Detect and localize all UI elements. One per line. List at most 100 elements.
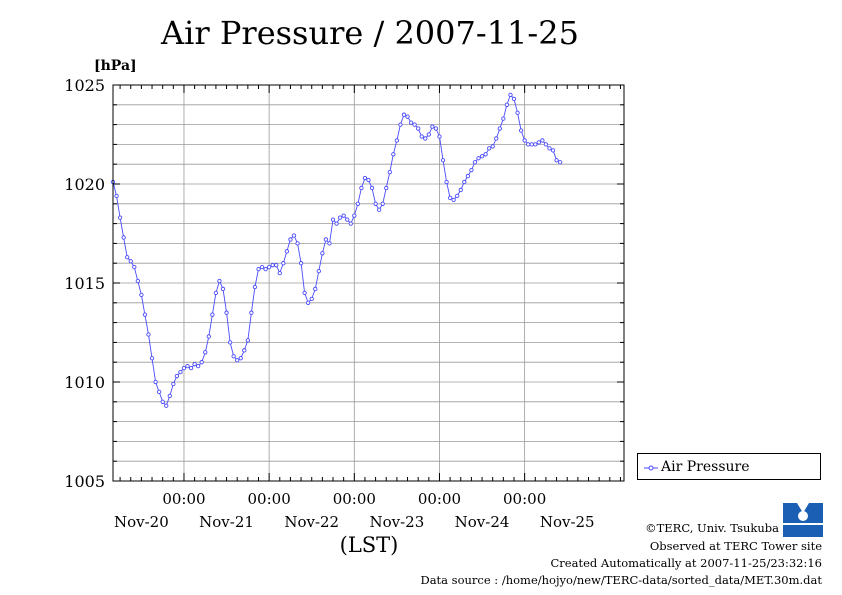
data-point bbox=[369, 185, 375, 191]
data-point bbox=[447, 195, 453, 201]
data-point bbox=[196, 364, 201, 369]
data-point bbox=[522, 138, 527, 143]
terc-logo-icon bbox=[783, 503, 823, 537]
data-point bbox=[203, 350, 208, 355]
data-point bbox=[430, 124, 435, 129]
data-point bbox=[337, 215, 343, 220]
series-line bbox=[112, 94, 561, 407]
data-point bbox=[174, 373, 180, 379]
data-point bbox=[455, 193, 460, 199]
data-point bbox=[213, 290, 219, 296]
data-point bbox=[128, 259, 133, 264]
x-tick-label: 00:00 bbox=[503, 490, 546, 508]
data-point bbox=[451, 197, 456, 202]
data-point bbox=[330, 217, 336, 222]
y-tick-label: 1005 bbox=[64, 472, 105, 491]
data-point bbox=[121, 235, 126, 240]
day-label: Nov-21 bbox=[199, 513, 254, 531]
data-point bbox=[149, 356, 155, 361]
data-point bbox=[345, 217, 350, 222]
data-point bbox=[242, 348, 247, 353]
data-point bbox=[135, 278, 140, 284]
data-point bbox=[444, 179, 449, 185]
data-point bbox=[266, 265, 272, 270]
data-point bbox=[235, 358, 240, 363]
data-point bbox=[437, 134, 442, 139]
legend-label: Air Pressure bbox=[661, 459, 750, 475]
data-point bbox=[391, 152, 396, 157]
data-point bbox=[199, 360, 204, 365]
data-point bbox=[504, 102, 510, 107]
data-point bbox=[540, 138, 545, 143]
data-point bbox=[227, 340, 233, 345]
data-point bbox=[171, 381, 176, 387]
data-point bbox=[323, 237, 329, 242]
data-point bbox=[366, 177, 371, 183]
data-point bbox=[224, 310, 229, 315]
data-point bbox=[156, 389, 162, 395]
data-point bbox=[181, 365, 187, 371]
data-point bbox=[245, 338, 250, 343]
data-point bbox=[557, 160, 563, 165]
axes: 1005 1010 1015 1020 1025 00:00 00:00 00:00 00:00… bbox=[64, 58, 625, 557]
data-point bbox=[526, 142, 531, 147]
data-point bbox=[359, 185, 364, 191]
y-tick-label: 1010 bbox=[64, 373, 105, 392]
data-point bbox=[458, 187, 463, 193]
x-tick-label: 00:00 bbox=[333, 490, 376, 508]
data-point bbox=[469, 167, 474, 173]
data-point bbox=[433, 126, 439, 131]
data-point bbox=[277, 270, 282, 276]
legend: Air Pressure bbox=[637, 453, 821, 480]
data-point bbox=[320, 251, 325, 256]
data-point bbox=[249, 310, 254, 315]
data-point bbox=[288, 237, 293, 242]
data-point bbox=[355, 201, 361, 206]
footer-observed: Observed at TERC Tower site bbox=[649, 539, 822, 553]
data-point bbox=[238, 356, 243, 361]
x-tick-label: 00:00 bbox=[162, 490, 205, 508]
data-point bbox=[497, 126, 502, 131]
data-point bbox=[313, 286, 318, 292]
data-point bbox=[291, 233, 297, 238]
data-point bbox=[114, 193, 119, 199]
data-point bbox=[309, 296, 314, 301]
data-point bbox=[274, 263, 279, 268]
data-point bbox=[217, 278, 222, 284]
grid bbox=[113, 85, 624, 481]
data-point bbox=[536, 140, 541, 145]
data-point bbox=[487, 146, 492, 151]
data-point bbox=[511, 96, 517, 102]
y-axis-label: [hPa] bbox=[94, 58, 137, 74]
data-point bbox=[220, 286, 226, 292]
data-point bbox=[490, 144, 495, 149]
data-point bbox=[352, 213, 357, 218]
data-point bbox=[394, 138, 400, 143]
footer-source: Data source : /home/hojyo/new/TERC-data/… bbox=[420, 573, 822, 587]
data-point bbox=[380, 201, 385, 206]
x-tick-label: 00:00 bbox=[248, 490, 291, 508]
data-point bbox=[142, 312, 148, 317]
y-tick-label: 1020 bbox=[64, 175, 105, 194]
data-point bbox=[550, 148, 556, 153]
y-tick-label: 1015 bbox=[64, 274, 105, 293]
data-point bbox=[494, 136, 499, 141]
data-point bbox=[554, 158, 559, 163]
data-point bbox=[479, 154, 485, 159]
data-point bbox=[401, 112, 407, 117]
data-point bbox=[543, 142, 549, 147]
data-point bbox=[139, 292, 144, 298]
data-point bbox=[341, 213, 346, 218]
data-point bbox=[210, 312, 215, 317]
data-point bbox=[387, 169, 392, 175]
footer-created: Created Automatically at 2007-11-25/23:3… bbox=[550, 556, 823, 570]
data-point bbox=[164, 403, 169, 408]
data-point bbox=[270, 263, 275, 268]
data-point bbox=[256, 266, 261, 272]
data-point bbox=[376, 207, 382, 212]
data-point bbox=[284, 249, 290, 254]
data-point bbox=[302, 290, 307, 296]
data-point bbox=[206, 334, 211, 339]
data-point bbox=[416, 126, 421, 131]
